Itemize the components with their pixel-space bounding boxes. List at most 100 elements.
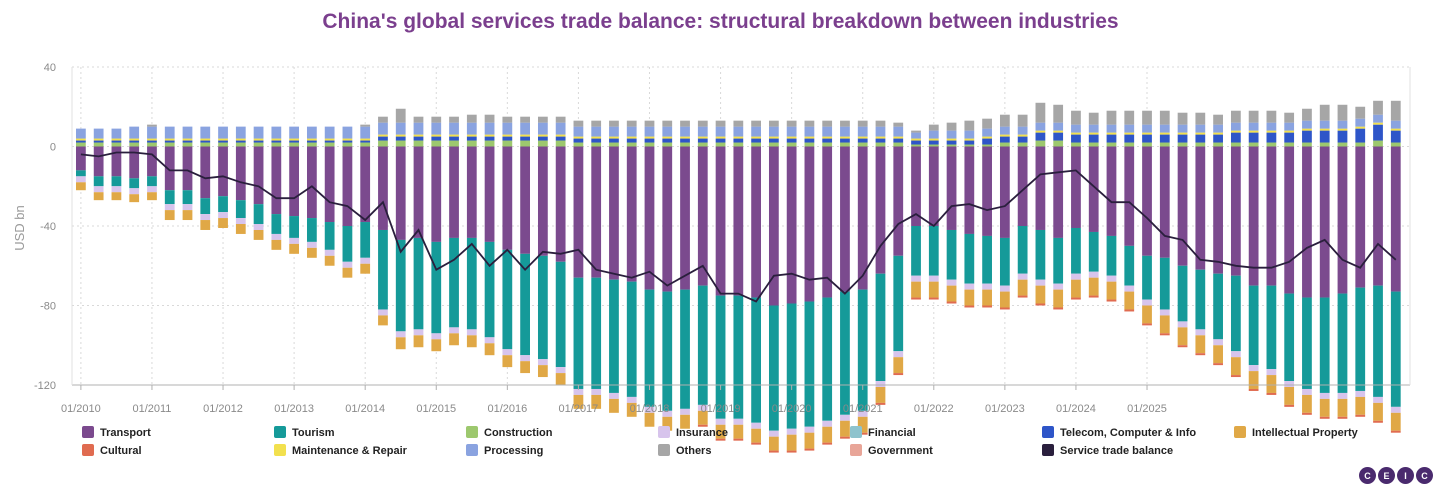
bar-segment-maintenance-repair [182,138,193,141]
bar-segment-construction [609,142,619,147]
x-tick-label: 01/2023 [985,403,1025,415]
bar-segment-maintenance-repair [804,136,815,139]
bar-segment-insurance [1355,390,1366,397]
bar-segment-maintenance-repair [822,136,833,139]
bar-segment-transport [1035,146,1046,230]
bar-segment-insurance [164,204,175,211]
x-tick-label: 01/2016 [487,403,527,415]
bar-segment-insurance [1284,381,1295,387]
x-tick-label: 01/2015 [416,403,456,415]
x-tick-label: 01/2012 [203,403,243,415]
bar-segment-construction [715,142,726,147]
bar-segment-intellectual-property [1390,412,1401,431]
bar-segment-insurance [235,218,246,225]
bar-segment-telecom-computer-info [697,138,708,143]
legend-label: Service trade balance [1060,445,1173,457]
bar-segment-maintenance-repair [111,138,122,141]
bar-segment-insurance [342,261,353,268]
bar-segment-tourism [893,255,904,352]
legend-item: Financial [850,426,916,439]
y-tick-label: -80 [40,301,56,313]
bar-segment-insurance [1035,279,1046,286]
bar-segment-transport [573,146,584,278]
bar-segment-intellectual-property [378,315,388,326]
bar-segment-processing [1373,114,1383,123]
bar-segment-processing [1266,122,1277,131]
bar-segment-transport [857,146,868,290]
bar-segment-construction [520,140,530,147]
chart-title: China's global services trade balance: s… [322,10,1119,33]
x-tick-label: 01/2018 [630,403,670,415]
bar-segment-transport [893,146,904,256]
bar-segment-maintenance-repair [395,134,406,137]
bar-segment-construction [840,142,850,147]
bar-segment-telecom-computer-info [609,138,619,143]
logo-letter: C [1359,467,1376,484]
bar-segment-others [1337,104,1348,121]
bar-segment-cultural [1142,323,1152,326]
bar-segment-tourism [1035,229,1046,280]
logo-letter: C [1416,467,1433,484]
bar-segment-processing [840,126,850,137]
bar-segment-tourism [751,297,761,423]
bar-segment-tourism [342,226,353,262]
bar-segment-maintenance-repair [999,134,1010,137]
bar-segment-processing [1035,122,1046,131]
x-tick-label: 01/2013 [274,403,314,415]
bar-segment-processing [857,126,868,137]
legend-label: Others [676,445,711,457]
bar-segment-cultural [1248,388,1259,391]
bar-segment-others [1373,100,1383,115]
x-tick-label: 01/2024 [1056,403,1096,415]
bar-segment-construction [1106,142,1117,147]
bar-segment-telecom-computer-info [768,138,779,143]
bar-segment-insurance [1248,365,1259,372]
bar-segment-maintenance-repair [875,136,886,139]
bar-segment-intellectual-property [662,416,673,431]
bar-segment-tourism [911,226,921,276]
legend-label: Intellectual Property [1252,427,1359,439]
bar-segment-cultural [875,402,886,405]
bar-segment-transport [644,146,655,290]
bar-segment-telecom-computer-info [982,138,992,145]
bar-segment-construction [537,140,548,147]
bar-segment-intellectual-property [360,263,371,274]
bar-segment-tourism [662,291,673,411]
bar-segment-processing [520,122,530,135]
bar-segment-intellectual-property [466,335,477,348]
bar-segment-intellectual-property [626,402,637,417]
bar-segment-transport [1337,146,1348,294]
bar-segment-telecom-computer-info [484,136,495,141]
bar-segment-intellectual-property [1213,345,1223,364]
bar-segment-intellectual-property [644,412,655,427]
bar-segment-transport [182,146,193,191]
legend-swatch [82,426,94,438]
bar-segment-intellectual-property [1319,398,1330,417]
bar-segment-construction [218,142,228,147]
legend-swatch [850,426,862,438]
bar-segment-telecom-computer-info [840,138,850,143]
bar-segment-telecom-computer-info [999,136,1010,143]
bar-segment-others [537,116,548,123]
bar-segment-others [786,120,797,127]
bar-segment-cultural [1213,363,1223,366]
bar-segment-processing [75,128,86,139]
bar-segment-tourism [1337,293,1348,393]
bar-segment-tourism [218,196,228,213]
bar-segment-intellectual-property [591,394,602,409]
bar-segment-maintenance-repair [271,138,282,141]
bar-segment-telecom-computer-info [1177,134,1188,143]
bar-segment-insurance [75,176,86,183]
bar-segment-intellectual-property [1159,315,1170,334]
bar-segment-insurance [946,279,957,286]
bar-segment-maintenance-repair [982,136,992,139]
bar-segment-cultural [1230,375,1241,378]
bar-segment-maintenance-repair [1195,132,1206,135]
bar-segment-intellectual-property [306,247,317,258]
legend-swatch [274,444,286,456]
bar-segment-tourism [715,295,726,419]
bar-segment-processing [306,126,317,139]
bar-segment-construction [200,142,211,147]
bar-segment-others [1177,112,1188,125]
bar-segment-processing [626,126,637,137]
